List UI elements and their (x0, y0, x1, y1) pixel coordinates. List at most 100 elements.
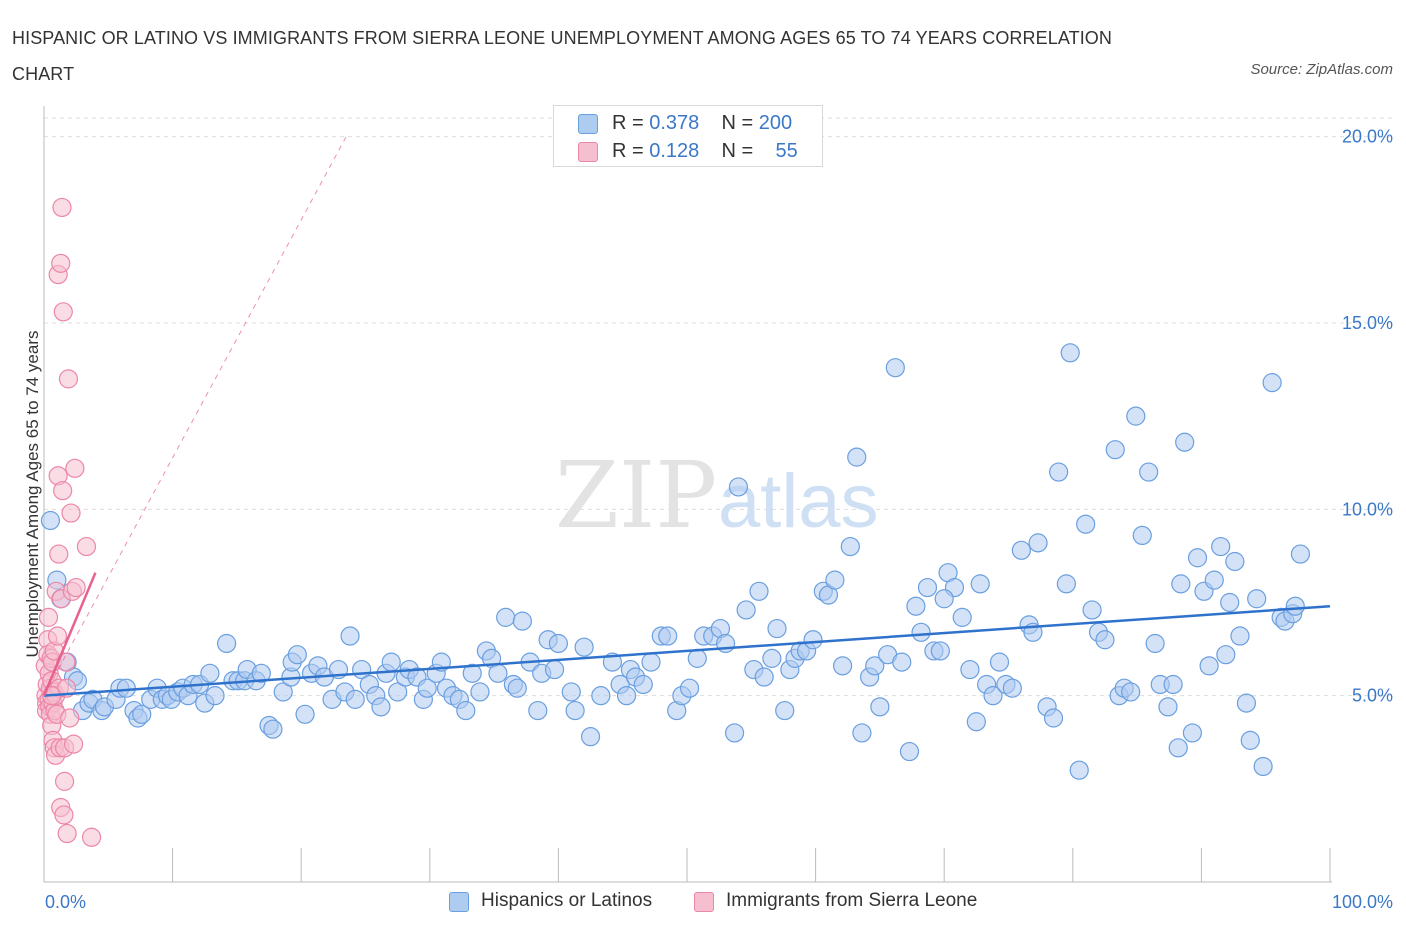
point-hispanics (952, 607, 972, 627)
point-hispanics (724, 723, 745, 743)
point-hispanics (1240, 730, 1260, 750)
point-hispanics (1211, 536, 1231, 557)
point-hispanics (1158, 697, 1178, 717)
point-hispanics (754, 667, 774, 687)
point-sierra-leone (76, 536, 97, 557)
point-hispanics (200, 663, 220, 683)
point-hispanics (116, 678, 136, 698)
point-hispanics (870, 697, 890, 717)
trend-line-sierra-leone (42, 572, 97, 697)
point-hispanics (544, 659, 565, 680)
point-hispanics (906, 596, 926, 616)
point-hispanics (1049, 462, 1069, 482)
point-hispanics (970, 574, 990, 594)
y-tick-label: 15.0% (1342, 313, 1393, 333)
point-hispanics (641, 652, 661, 672)
point-hispanics (960, 659, 980, 680)
point-sierra-leone (81, 827, 102, 847)
point-hispanics (340, 626, 360, 646)
point-hispanics (273, 682, 293, 702)
point-hispanics (833, 656, 853, 676)
point-sierra-leone (51, 253, 71, 273)
point-hispanics (1076, 514, 1096, 534)
point-sierra-leone (61, 503, 81, 523)
point-hispanics (989, 652, 1010, 672)
point-hispanics (496, 607, 516, 627)
point-hispanics (388, 682, 408, 702)
point-hispanics (217, 633, 237, 654)
point-hispanics (1139, 462, 1159, 482)
bottom-legend-swatch-pink (694, 892, 714, 912)
point-sierra-leone (53, 481, 73, 501)
series-hispanics-points (40, 343, 1311, 780)
legend-text-hispanics: R = 0.378 N = 200 (612, 112, 793, 134)
point-hispanics (892, 652, 912, 672)
point-hispanics (616, 686, 637, 706)
point-hispanics (251, 663, 271, 683)
point-hispanics (885, 358, 905, 378)
point-hispanics (371, 697, 391, 717)
point-hispanics (728, 477, 749, 497)
point-hispanics (930, 641, 950, 661)
point-hispanics (1056, 574, 1076, 594)
point-hispanics (580, 727, 601, 747)
bottom-legend-swatch-blue (449, 892, 469, 912)
point-sierra-leone (52, 197, 72, 218)
point-hispanics (847, 447, 867, 467)
point-hispanics (1121, 682, 1141, 702)
point-hispanics (803, 630, 823, 650)
point-hispanics (591, 686, 611, 706)
x-tick-label-min: 0.0% (45, 892, 86, 912)
trend-lines (42, 136, 1331, 697)
point-hispanics (263, 719, 283, 739)
point-sierra-leone (53, 302, 73, 322)
source-label: Source: ZipAtlas.com (1250, 61, 1393, 78)
point-hispanics (1082, 600, 1102, 620)
point-hispanics (565, 700, 585, 721)
y-tick-label: 20.0% (1342, 127, 1393, 147)
point-hispanics (767, 618, 787, 639)
point-hispanics (1002, 678, 1022, 698)
point-hispanics (574, 637, 594, 657)
point-sierra-leone (63, 734, 84, 754)
point-hispanics (1132, 525, 1152, 546)
point-hispanics (917, 577, 938, 598)
point-hispanics (1163, 674, 1183, 695)
series-sierra-leone-points (35, 197, 102, 847)
axes (43, 106, 1332, 883)
point-sierra-leone (66, 577, 86, 598)
y-tick-label: 5.0% (1352, 686, 1393, 706)
point-hispanics (507, 678, 527, 698)
point-hispanics (295, 704, 315, 724)
point-sierra-leone (57, 823, 77, 844)
y-axis-label: Unemployment Among Ages 65 to 74 years (23, 331, 42, 658)
point-hispanics (205, 686, 225, 706)
legend-swatch-pink (578, 142, 598, 162)
point-hispanics (1168, 738, 1188, 758)
point-hispanics (381, 652, 401, 672)
point-hispanics (1204, 570, 1224, 590)
point-hispanics (966, 712, 986, 732)
point-hispanics (687, 648, 707, 668)
point-hispanics (1043, 708, 1064, 728)
point-hispanics (561, 682, 581, 702)
chart-title: HISPANIC OR LATINO VS IMMIGRANTS FROM SI… (12, 28, 1113, 84)
point-hispanics (1028, 533, 1048, 553)
watermark: ZIP atlas (555, 442, 879, 549)
point-hispanics (1175, 432, 1195, 452)
watermark-atlas: atlas (718, 459, 879, 544)
point-hispanics (762, 648, 782, 668)
point-hispanics (287, 645, 307, 665)
point-hispanics (1247, 589, 1267, 609)
point-hispanics (1230, 626, 1250, 646)
point-hispanics (456, 700, 476, 721)
point-hispanics (40, 510, 61, 531)
point-hispanics (1220, 592, 1240, 613)
watermark-zip: ZIP (555, 442, 717, 549)
point-hispanics (1060, 343, 1080, 363)
legend-text-sierra-leone: R = 0.128 N = 55 (612, 140, 798, 162)
point-sierra-leone (65, 458, 85, 478)
point-hispanics (132, 704, 152, 724)
point-hispanics (1182, 723, 1202, 743)
